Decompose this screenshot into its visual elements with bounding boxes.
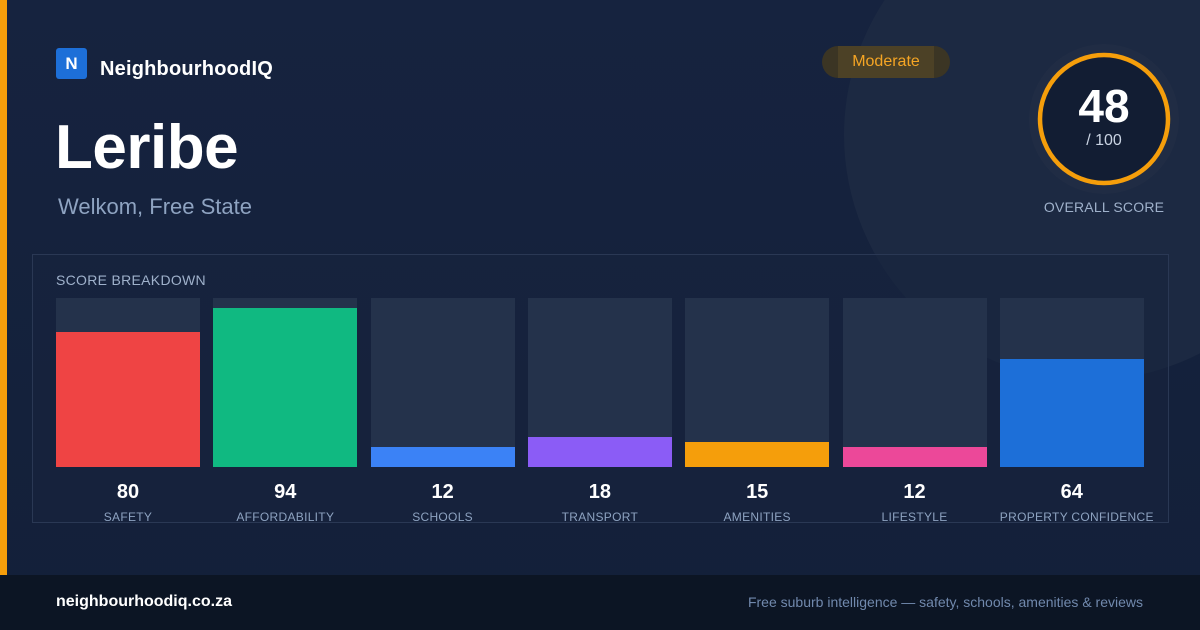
overall-score-max: / 100: [1086, 132, 1122, 149]
bar-track: [213, 298, 358, 467]
overall-score-caption: OVERALL SCORE: [1043, 199, 1165, 215]
suburb-title: Leribe: [55, 113, 239, 182]
bar-track: [527, 298, 672, 467]
bar-category-label: SAFETY: [103, 510, 153, 524]
score-breakdown-panel: SCORE BREAKDOWN 80 SAFETY 94 AFFORDABILITY 1…: [32, 254, 1169, 524]
rating-badge: Moderate: [822, 46, 950, 78]
bar-affordability: [213, 308, 358, 467]
bar-value-label: 12: [903, 481, 926, 503]
score-ring-inner: [1040, 55, 1168, 183]
bar-category-label: TRANSPORT: [561, 510, 639, 524]
rating-badge-label: Moderate: [838, 46, 934, 78]
brand-logo-icon: N: [56, 48, 87, 79]
bar-category-label: AMENITIES: [723, 510, 791, 524]
bar-value-label: 12: [431, 481, 454, 503]
bar-schools: [370, 446, 515, 467]
bar-category-label: SCHOOLS: [412, 510, 473, 524]
bar-safety: [56, 331, 200, 467]
brand-name: NeighbourhoodIQ: [100, 58, 273, 80]
bar-category-label: AFFORDABILITY: [236, 510, 335, 524]
bar-column-affordability: 94 AFFORDABILITY: [213, 298, 358, 524]
bar-transport: [527, 436, 672, 467]
bar-track: [56, 298, 200, 467]
overall-score-ring: [1029, 44, 1179, 194]
bar-value-label: 64: [1060, 481, 1083, 503]
footer-url[interactable]: neighbourhoodiq.co.za: [56, 593, 232, 610]
bar-lifestyle: [842, 446, 987, 467]
bar-track: [685, 298, 830, 467]
bar-amenities: [685, 441, 830, 467]
score-ring-arc: [1037, 52, 1171, 186]
breakdown-title: SCORE BREAKDOWN: [56, 272, 206, 288]
footer-tagline: Free suburb intelligence — safety, schoo…: [747, 594, 1143, 610]
bar-track: [370, 298, 515, 467]
bar-column-schools: 12 SCHOOLS: [370, 298, 515, 524]
bar-category-label: PROPERTY CONFIDENCE: [999, 510, 1154, 524]
bar-value-label: 80: [116, 481, 140, 503]
bar-column-amenities: 15 AMENITIES: [685, 298, 830, 524]
bar-value-label: 18: [588, 481, 612, 503]
bar-value-label: 94: [274, 481, 297, 503]
bar-track: [842, 298, 987, 467]
brand[interactable]: N NeighbourhoodIQ: [56, 46, 273, 81]
footer: neighbourhoodiq.co.za Free suburb intell…: [0, 575, 1200, 630]
region-subtitle: Welkom, Free State: [58, 194, 252, 219]
bar-column-transport: 18 TRANSPORT: [527, 298, 672, 524]
bar-column-property-confidence: 64 PROPERTY CONFIDENCE: [999, 298, 1154, 524]
bar-category-label: LIFESTYLE: [881, 510, 948, 524]
bar-column-safety: 80 SAFETY: [56, 298, 200, 524]
bar-track: [999, 298, 1144, 467]
bar-column-lifestyle: 12 LIFESTYLE: [842, 298, 987, 524]
accent-stripe: [0, 0, 7, 575]
bar-value-label: 15: [746, 481, 769, 503]
overall-score-value: 48: [1078, 80, 1130, 132]
bar-property-confidence: [999, 358, 1144, 467]
